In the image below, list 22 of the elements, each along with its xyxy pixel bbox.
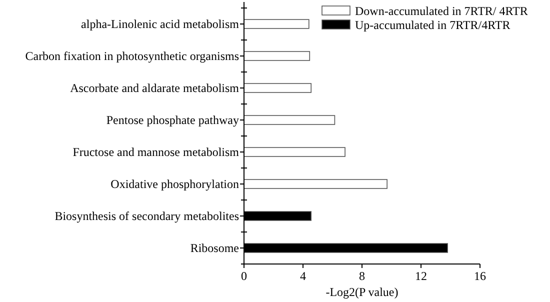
y-tick-label: alpha-Linolenic acid metabolism — [81, 17, 240, 31]
y-tick-label: Oxidative phosphorylation — [110, 177, 239, 191]
y-tick-label: Ascorbate and aldarate metabolism — [70, 81, 240, 95]
x-tick-label: 0 — [241, 269, 247, 283]
y-tick-label: Carbon fixation in photosynthetic organisms — [25, 49, 240, 63]
bar — [244, 51, 310, 61]
bar — [244, 147, 346, 157]
x-axis-title: -Log2(P value) — [326, 285, 398, 299]
y-tick-label: Fructose and mannose metabolism — [72, 145, 240, 159]
bar — [244, 179, 388, 189]
bar — [244, 19, 310, 29]
legend-label: Down-accumulated in 7RTR/ 4RTR — [355, 4, 528, 18]
x-tick-label: 4 — [300, 269, 306, 283]
y-tick-label: Ribosome — [190, 241, 239, 255]
x-tick-label: 8 — [359, 269, 365, 283]
x-tick-label: 12 — [415, 269, 427, 283]
bar — [244, 115, 336, 125]
y-tick-label: Biosynthesis of secondary metabolites — [54, 209, 240, 223]
y-tick-label: Pentose phosphate pathway — [106, 113, 239, 127]
bar — [244, 83, 312, 93]
legend-label: Up-accumulated in 7RTR/4RTR — [355, 18, 510, 32]
x-tick-label: 16 — [474, 269, 486, 283]
